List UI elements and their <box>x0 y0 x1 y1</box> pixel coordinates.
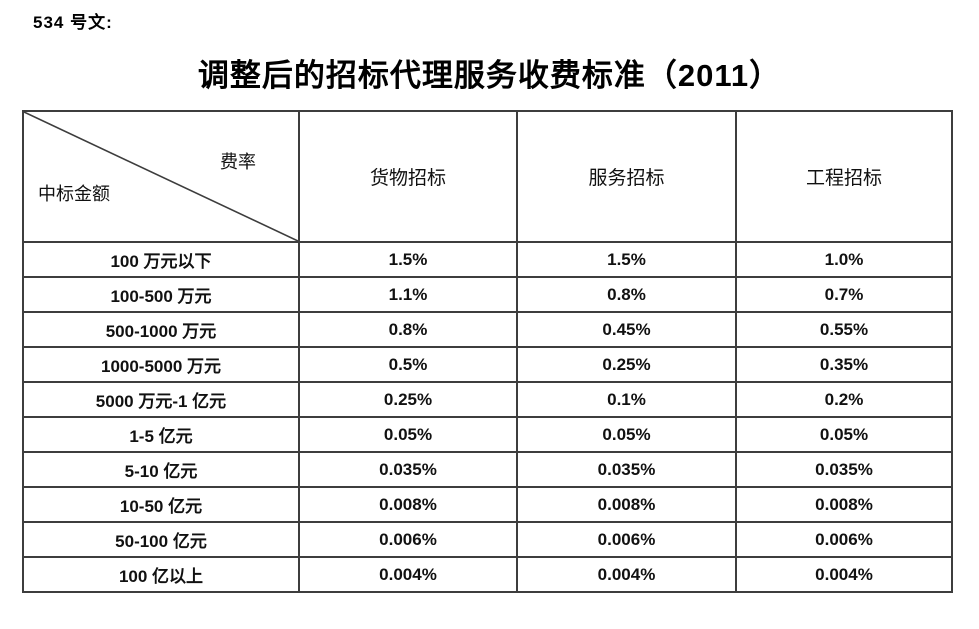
rate-cell-goods: 0.8% <box>298 311 518 348</box>
amount-cell: 100 亿以上 <box>22 556 300 593</box>
rate-cell-service: 0.8% <box>516 276 737 313</box>
rate-cell-engineering: 0.7% <box>735 276 953 313</box>
column-header-service: 服务招标 <box>516 110 737 243</box>
rate-cell-engineering: 0.035% <box>735 451 953 488</box>
rate-cell-engineering: 0.05% <box>735 416 953 453</box>
fee-table: 费率 中标金额 货物招标 服务招标 工程招标 100 万元以下 1.5% 1.5% 1… <box>22 110 953 593</box>
diagonal-divider-line <box>24 112 298 241</box>
rate-cell-goods: 1.1% <box>298 276 518 313</box>
table-row: 1-5 亿元 0.05% 0.05% 0.05% <box>22 416 953 453</box>
table-row: 5000 万元-1 亿元 0.25% 0.1% 0.2% <box>22 381 953 418</box>
rate-cell-engineering: 1.0% <box>735 241 953 278</box>
table-row: 100 万元以下 1.5% 1.5% 1.0% <box>22 241 953 278</box>
rate-cell-goods: 0.05% <box>298 416 518 453</box>
corner-label-amount: 中标金额 <box>38 184 110 204</box>
rate-cell-service: 0.004% <box>516 556 737 593</box>
rate-cell-engineering: 0.55% <box>735 311 953 348</box>
rate-cell-service: 0.45% <box>516 311 737 348</box>
rate-cell-engineering: 0.008% <box>735 486 953 523</box>
rate-cell-engineering: 0.2% <box>735 381 953 418</box>
amount-cell: 1-5 亿元 <box>22 416 300 453</box>
header-row: 费率 中标金额 货物招标 服务招标 工程招标 <box>22 110 953 243</box>
rate-cell-service: 1.5% <box>516 241 737 278</box>
table-row: 100-500 万元 1.1% 0.8% 0.7% <box>22 276 953 313</box>
column-header-goods: 货物招标 <box>298 110 518 243</box>
amount-cell: 5-10 亿元 <box>22 451 300 488</box>
rate-cell-goods: 0.004% <box>298 556 518 593</box>
rate-cell-service: 0.006% <box>516 521 737 558</box>
rate-cell-engineering: 0.004% <box>735 556 953 593</box>
table-row: 1000-5000 万元 0.5% 0.25% 0.35% <box>22 346 953 383</box>
table-row: 10-50 亿元 0.008% 0.008% 0.008% <box>22 486 953 523</box>
table-row: 50-100 亿元 0.006% 0.006% 0.006% <box>22 521 953 558</box>
rate-cell-engineering: 0.006% <box>735 521 953 558</box>
amount-cell: 10-50 亿元 <box>22 486 300 523</box>
rate-cell-goods: 0.006% <box>298 521 518 558</box>
amount-cell: 100-500 万元 <box>22 276 300 313</box>
column-header-engineering: 工程招标 <box>735 110 953 243</box>
rate-cell-service: 0.25% <box>516 346 737 383</box>
amount-cell: 100 万元以下 <box>22 241 300 278</box>
table-row: 500-1000 万元 0.8% 0.45% 0.55% <box>22 311 953 348</box>
corner-header-cell: 费率 中标金额 <box>22 110 300 243</box>
rate-cell-engineering: 0.35% <box>735 346 953 383</box>
doc-number-label: 534 号文: <box>33 13 113 32</box>
rate-cell-service: 0.008% <box>516 486 737 523</box>
rate-cell-service: 0.1% <box>516 381 737 418</box>
rate-cell-goods: 1.5% <box>298 241 518 278</box>
rate-cell-service: 0.05% <box>516 416 737 453</box>
rate-cell-goods: 0.035% <box>298 451 518 488</box>
rate-cell-goods: 0.008% <box>298 486 518 523</box>
amount-cell: 1000-5000 万元 <box>22 346 300 383</box>
amount-cell: 5000 万元-1 亿元 <box>22 381 300 418</box>
amount-cell: 500-1000 万元 <box>22 311 300 348</box>
corner-label-rate: 费率 <box>220 152 256 172</box>
amount-cell: 50-100 亿元 <box>22 521 300 558</box>
table-row: 100 亿以上 0.004% 0.004% 0.004% <box>22 556 953 593</box>
rate-cell-goods: 0.25% <box>298 381 518 418</box>
fee-table-body: 100 万元以下 1.5% 1.5% 1.0% 100-500 万元 1.1% 0.8% 0.… <box>22 241 953 593</box>
page-title: 调整后的招标代理服务收费标准（2011） <box>197 58 782 93</box>
rate-cell-goods: 0.5% <box>298 346 518 383</box>
rate-cell-service: 0.035% <box>516 451 737 488</box>
table-row: 5-10 亿元 0.035% 0.035% 0.035% <box>22 451 953 488</box>
